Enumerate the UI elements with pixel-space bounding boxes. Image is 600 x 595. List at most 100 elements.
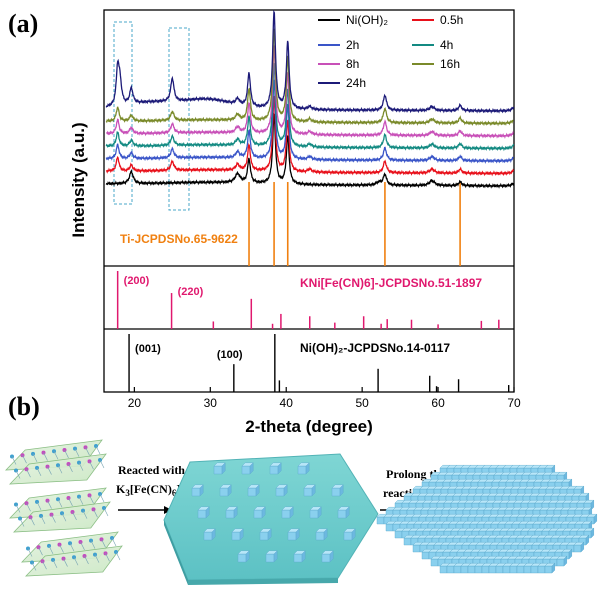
cube-face — [231, 531, 241, 541]
cube-face — [412, 544, 421, 553]
cube-face — [225, 509, 235, 519]
small-cube — [281, 506, 294, 519]
y-axis-title: Intensity (a.u.) — [69, 122, 88, 237]
cube-face — [556, 558, 565, 567]
legend: Ni(OH)₂ 0.5h 2h 4h 8h 16h 24h — [318, 13, 463, 90]
cube-side — [329, 550, 334, 563]
cube-side — [585, 534, 589, 546]
bond-line — [89, 461, 94, 470]
bond-line — [42, 561, 47, 570]
small-cube — [337, 506, 350, 519]
bond-line — [15, 504, 21, 513]
legend-label: 8h — [346, 57, 359, 71]
small-cube — [321, 550, 334, 563]
panel-b-label: (b) — [8, 392, 40, 421]
cube-face — [237, 553, 247, 563]
small-cube — [287, 528, 300, 541]
bond-line — [47, 500, 52, 509]
bond-line — [48, 545, 54, 555]
cube-face — [293, 553, 303, 563]
bond-line — [32, 453, 38, 463]
bond-line — [111, 537, 117, 547]
cube-side — [301, 550, 306, 563]
bond-line — [105, 553, 110, 562]
x-tick-label: 70 — [507, 396, 521, 410]
bond-line — [53, 451, 59, 460]
bond-line — [26, 503, 31, 512]
grid-cube — [556, 555, 568, 567]
small-cube — [275, 484, 288, 497]
bond-line — [99, 459, 105, 469]
bond-line — [103, 507, 109, 517]
bond-line — [36, 467, 42, 477]
cube-face — [502, 565, 511, 574]
plot-frame — [103, 9, 515, 393]
cube-side — [273, 550, 278, 563]
xrd-series-line — [105, 95, 515, 177]
cube-side — [323, 528, 328, 541]
cube-side — [563, 555, 567, 567]
cube-side — [590, 527, 594, 539]
cube-face — [421, 551, 430, 560]
cube-face — [309, 509, 319, 519]
layer-sheet — [25, 545, 123, 577]
cube-face — [523, 565, 532, 574]
nioh2-hkl-label: (100) — [217, 349, 243, 361]
cube-side — [239, 528, 244, 541]
bond-line — [43, 452, 48, 461]
small-cube — [269, 462, 282, 475]
cube-face — [281, 509, 291, 519]
cube-face — [331, 487, 341, 497]
bond-line — [115, 551, 121, 561]
cube-side — [317, 506, 322, 519]
bond-line — [15, 470, 21, 479]
cube-side — [221, 462, 226, 475]
cube-side — [199, 484, 204, 497]
small-cube — [331, 484, 344, 497]
small-cube — [293, 550, 306, 563]
x-tick-label: 60 — [431, 396, 445, 410]
cube-face — [488, 565, 497, 574]
xrd-series-line — [105, 79, 514, 164]
bond-line — [82, 510, 88, 519]
cube-face — [337, 509, 347, 519]
cube-side — [568, 548, 572, 560]
step1-label-line2: K3[Fe(CN)6] — [116, 482, 180, 498]
small-cube — [237, 550, 250, 563]
cube-face — [343, 531, 353, 541]
cube-face — [275, 487, 285, 497]
small-cube — [247, 484, 260, 497]
bond-line — [90, 540, 96, 549]
cube-face — [315, 531, 325, 541]
cube-side — [295, 528, 300, 541]
grid-cube — [544, 562, 556, 574]
cube-face — [287, 531, 297, 541]
xrd-series-line — [105, 112, 515, 189]
xrd-curves — [105, 9, 515, 189]
small-cube — [343, 528, 356, 541]
bond-line — [11, 456, 17, 465]
bond-line — [52, 559, 58, 569]
small-cube — [203, 528, 216, 541]
x-axis-ticks: 20 30 40 50 60 70 — [128, 387, 521, 410]
bond-line — [93, 509, 98, 518]
layered-nioh2-illustration — [5, 439, 123, 577]
cube-face — [453, 565, 462, 574]
x-tick-label: 50 — [355, 396, 369, 410]
bond-line — [68, 497, 73, 507]
xrd-series-line — [106, 45, 514, 139]
legend-label: Ni(OH)₂ — [346, 13, 388, 27]
cube-face — [394, 530, 403, 539]
cube-side — [283, 484, 288, 497]
grid-cube — [578, 534, 590, 546]
cube-side — [339, 484, 344, 497]
legend-label: 0.5h — [440, 13, 463, 27]
legend-label: 4h — [440, 38, 453, 52]
cube-face — [537, 565, 546, 574]
cube-face — [241, 465, 251, 475]
small-cube — [241, 462, 254, 475]
cube-side — [267, 528, 272, 541]
cube-side — [255, 484, 260, 497]
bond-line — [89, 495, 94, 504]
